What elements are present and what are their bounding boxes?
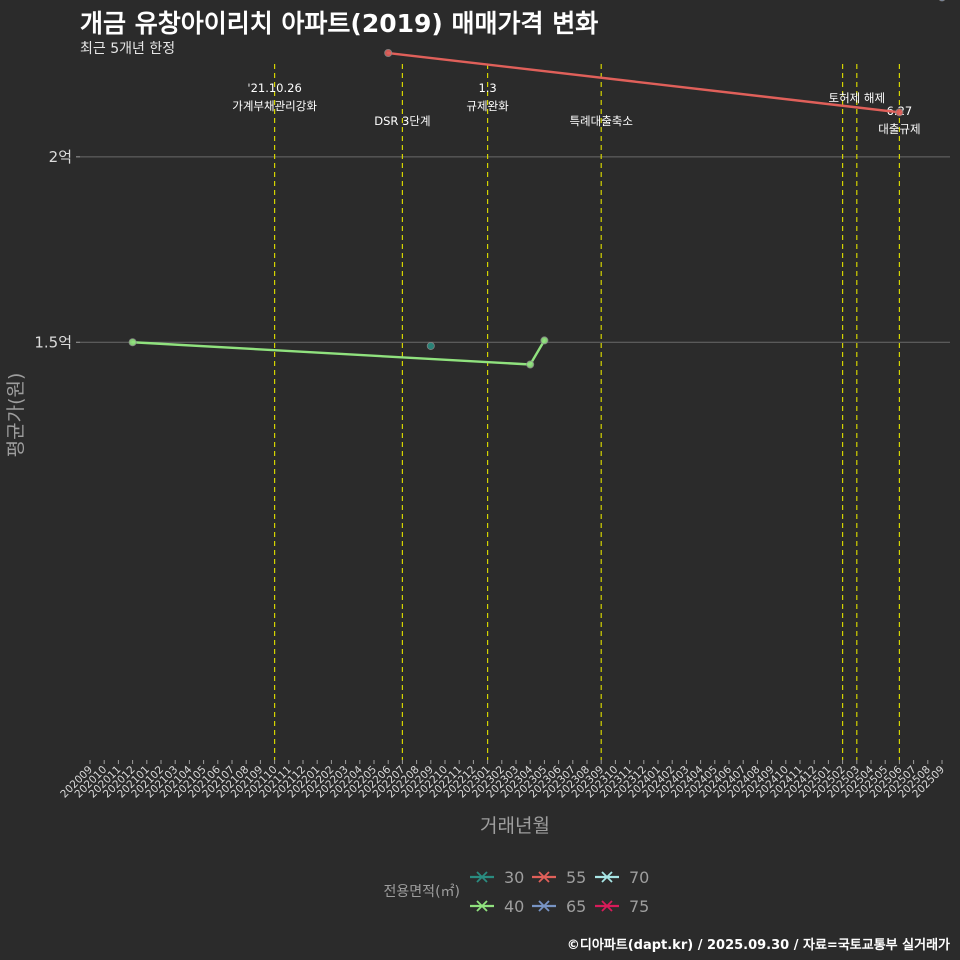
y-tick-label: 1.5억 (34, 333, 72, 351)
data-point-55 (384, 49, 393, 58)
source-caption: ©디아파트(dapt.kr) / 2025.09.30 / 자료=국토교통부 실… (566, 938, 950, 953)
data-point-30 (426, 341, 435, 350)
legend-key-cross (601, 900, 613, 912)
series-line-40 (131, 339, 546, 366)
event-label: 특례대출축소 (569, 114, 632, 128)
legend-label: 65 (566, 897, 586, 916)
legend-key-cross (476, 871, 488, 883)
legend-label: 40 (504, 897, 524, 916)
event-label: '21.10.26 (247, 81, 301, 95)
legend-item-40: 40 (470, 897, 524, 916)
y-axis-title: 평균가(원) (5, 373, 27, 458)
event-label: 가계부채관리강화 (232, 99, 317, 113)
legend-label: 70 (629, 868, 649, 887)
x-axis-title: 거래년월 (480, 815, 550, 837)
legend-item-65: 65 (532, 897, 586, 916)
data-point-40 (540, 336, 549, 345)
chart-subtitle: 최근 5개년 한정 (80, 41, 176, 57)
legend: 전용면적(㎡) 30 40 55 65 70 75 (384, 868, 650, 916)
legend-label: 55 (566, 868, 586, 887)
legend-item-75: 75 (595, 897, 649, 916)
event-label: 토허제 해제 (829, 91, 886, 105)
price-series (128, 0, 946, 369)
event-label: 대출규제 (878, 122, 920, 136)
event-label: 규제완화 (466, 99, 509, 113)
data-point-55 (895, 108, 904, 117)
x-axis: 2020092020102020112020122021012021022021… (58, 760, 947, 800)
legend-item-70: 70 (595, 868, 649, 887)
legend-key-cross (538, 871, 550, 883)
event-label: 1.3 (478, 81, 496, 95)
legend-label: 30 (504, 868, 524, 887)
legend-key-cross (476, 900, 488, 912)
chart-title: 개금 유창아이리치 아파트(2019) 매매가격 변화 (80, 9, 599, 38)
legend-key-cross (538, 900, 550, 912)
legend-label: 75 (629, 897, 649, 916)
data-point-40 (526, 360, 535, 369)
legend-key-cross (601, 871, 613, 883)
legend-title: 전용면적(㎡) (384, 884, 460, 900)
data-point-65 (938, 0, 946, 2)
y-gridlines (80, 156, 950, 343)
legend-item-55: 55 (532, 868, 586, 887)
event-label: DSR 3단계 (374, 114, 430, 128)
series-line-55 (387, 51, 901, 114)
y-tick-label: 2억 (49, 148, 72, 166)
legend-item-30: 30 (470, 868, 524, 887)
data-point-40 (128, 338, 137, 347)
